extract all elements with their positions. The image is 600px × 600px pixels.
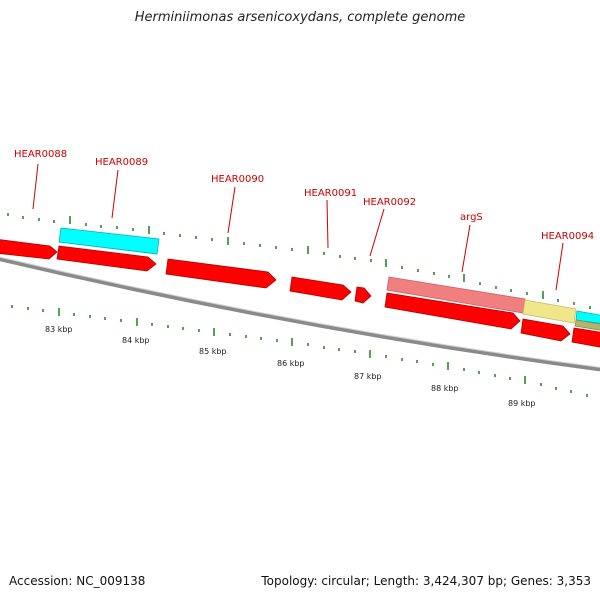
gene-hear0094-highlight[interactable] bbox=[522, 299, 577, 324]
leader-line-hear0092 bbox=[369, 208, 385, 257]
gene-label-args[interactable]: argS bbox=[460, 212, 483, 223]
gene-label-hear0089[interactable]: HEAR0089 bbox=[95, 157, 148, 168]
cds-arrow-hear0091[interactable] bbox=[289, 276, 352, 301]
leader-line-hear0089 bbox=[111, 169, 119, 219]
genome-backbone-highlight bbox=[0, 256, 600, 368]
cds-arrow-hear0089[interactable] bbox=[56, 245, 157, 272]
gene-label-hear0094[interactable]: HEAR0094 bbox=[541, 231, 594, 242]
cds-arrow-args[interactable] bbox=[384, 292, 521, 330]
kbp-label-87: 87 kbp bbox=[354, 372, 382, 381]
topology-summary: Topology: circular; Length: 3,424,307 bp… bbox=[261, 574, 591, 588]
gene-label-hear0092[interactable]: HEAR0092 bbox=[363, 197, 416, 208]
gene-label-hear0090[interactable]: HEAR0090 bbox=[211, 174, 264, 185]
cds-arrow-hear0092[interactable] bbox=[354, 286, 372, 304]
kbp-label-83: 83 kbp bbox=[45, 325, 73, 334]
cds-arrow-hear0088[interactable] bbox=[0, 239, 58, 260]
kbp-label-86: 86 kbp bbox=[277, 359, 305, 368]
kbp-label-88: 88 kbp bbox=[431, 384, 459, 393]
gene-hear0089-highlight[interactable] bbox=[58, 227, 160, 255]
cds-arrow-hear0090[interactable] bbox=[165, 258, 277, 289]
leader-line-hear0088 bbox=[32, 163, 39, 210]
cds-arrow-next[interactable] bbox=[571, 327, 600, 348]
genome-backbone bbox=[0, 257, 600, 372]
inner-tick-track bbox=[11, 305, 588, 397]
accession-text: Accession: NC_009138 bbox=[9, 574, 146, 588]
map-title: Herminiimonas arsenicoxydans, complete g… bbox=[134, 10, 466, 25]
outer-tick-track bbox=[7, 213, 591, 309]
leader-line-hear0091 bbox=[326, 199, 329, 249]
gene-next-highlight-olive[interactable] bbox=[574, 319, 600, 331]
cds-arrow-hear0094[interactable] bbox=[520, 318, 571, 342]
gene-next-highlight-cyan[interactable] bbox=[575, 310, 600, 324]
gene-label-hear0088[interactable]: HEAR0088 bbox=[14, 149, 67, 160]
leader-line-args bbox=[461, 224, 471, 273]
gene-label-hear0091[interactable]: HEAR0091 bbox=[304, 188, 357, 199]
kbp-label-85: 85 kbp bbox=[199, 347, 227, 356]
kbp-label-84: 84 kbp bbox=[122, 336, 150, 345]
leader-line-hear0094 bbox=[555, 242, 564, 291]
kbp-label-89: 89 kbp bbox=[508, 399, 536, 408]
leader-line-hear0090 bbox=[227, 186, 236, 234]
